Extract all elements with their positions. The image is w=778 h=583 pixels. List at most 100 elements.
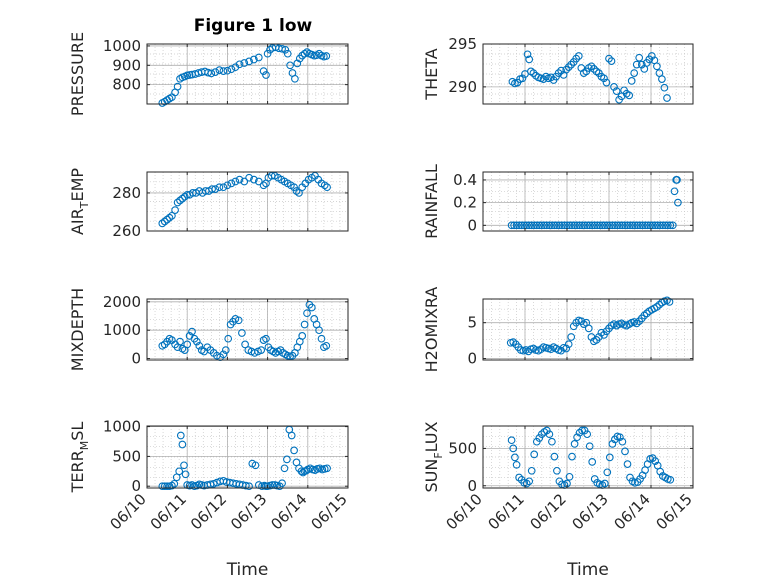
data-point: [221, 346, 230, 354]
data-point: [613, 221, 622, 230]
y-axis-label-main: MIXDEPTH: [68, 288, 87, 371]
data-point: [611, 221, 619, 230]
data-point: [180, 192, 189, 201]
y-axis-label-subscript: M: [78, 441, 91, 451]
series-markers: [158, 43, 331, 107]
data-point: [240, 59, 249, 67]
data-point: [215, 183, 224, 192]
y-axis-label-tail: EMP: [68, 168, 87, 202]
data-point: [668, 221, 677, 230]
subplot-4: 0 0.2 0.4 RAINFALL: [422, 164, 694, 239]
data-point: [560, 221, 569, 230]
data-point: [643, 221, 652, 230]
axes-frame: [146, 425, 349, 489]
x-tick-label: 06/11: [485, 490, 528, 533]
data-point: [525, 477, 534, 486]
data-point: [520, 221, 529, 230]
data-point: [227, 65, 236, 74]
data-point: [522, 221, 531, 230]
data-point: [600, 74, 608, 83]
data-point: [562, 344, 571, 353]
data-point: [168, 211, 176, 220]
data-point: [623, 221, 632, 230]
data-point: [553, 466, 561, 475]
data-point: [160, 217, 169, 226]
data-point: [572, 54, 581, 63]
data-point: [170, 479, 179, 488]
data-point: [584, 324, 593, 333]
data-point: [583, 430, 592, 439]
y-axis-label-main: RAINFALL: [422, 164, 441, 239]
data-point: [626, 473, 634, 482]
data-point: [585, 221, 594, 230]
data-point: [548, 437, 556, 446]
series-markers: [507, 176, 682, 230]
data-point: [290, 446, 298, 455]
series-markers: [506, 296, 674, 356]
data-point: [509, 444, 518, 453]
data-point: [605, 54, 613, 63]
data-point: [250, 55, 258, 64]
data-point: [647, 52, 656, 60]
data-point: [254, 53, 263, 62]
data-point: [545, 430, 554, 439]
data-point: [600, 479, 609, 488]
y-tick-label: 0.2: [453, 194, 477, 212]
minor-grid: [483, 299, 693, 360]
y-tick-label: 900: [112, 56, 141, 74]
x-tick-label: 06/11: [147, 490, 190, 533]
data-point: [207, 69, 216, 78]
data-point: [171, 206, 179, 214]
y-axis-label: THETA: [422, 48, 441, 100]
data-point: [532, 221, 541, 230]
data-point: [637, 60, 646, 69]
y-axis-label-tail: SL: [68, 422, 87, 441]
data-point: [512, 460, 521, 469]
data-point: [523, 50, 532, 59]
data-point: [286, 61, 294, 70]
data-point: [245, 57, 253, 66]
x-tick-label: 06/10: [443, 490, 486, 533]
data-point: [292, 187, 301, 195]
series-markers: [507, 426, 675, 489]
data-point: [632, 60, 641, 69]
data-point: [211, 185, 220, 193]
x-tick-label: 06/10: [107, 490, 150, 533]
data-point: [525, 55, 534, 64]
major-grid: [147, 299, 348, 360]
data-point: [636, 221, 644, 230]
data-point: [653, 303, 661, 311]
data-point: [263, 49, 272, 58]
data-point: [590, 65, 598, 73]
data-point: [181, 470, 190, 479]
data-point: [632, 319, 641, 328]
data-point: [283, 49, 292, 58]
data-point: [653, 221, 662, 230]
data-point: [603, 468, 612, 477]
data-point: [178, 194, 187, 203]
data-point: [173, 198, 182, 207]
data-point: [567, 333, 576, 341]
data-point: [317, 334, 326, 343]
data-point: [663, 94, 671, 102]
axes-frame: [146, 298, 349, 361]
data-point: [303, 309, 311, 318]
data-point: [547, 73, 555, 82]
minor-grid: [483, 426, 693, 488]
data-point: [158, 482, 167, 491]
data-point: [537, 345, 545, 354]
data-point: [168, 481, 176, 490]
y-axis-label: PRESSURE: [68, 32, 87, 116]
data-point: [278, 479, 286, 488]
data-point: [575, 428, 584, 437]
data-point: [618, 221, 627, 230]
data-point: [557, 66, 565, 75]
data-point: [588, 221, 597, 230]
data-point: [262, 334, 270, 343]
y-axis-label: MIXDEPTH: [68, 288, 87, 371]
data-point: [621, 447, 629, 456]
data-point: [602, 78, 611, 87]
data-point: [183, 340, 192, 349]
